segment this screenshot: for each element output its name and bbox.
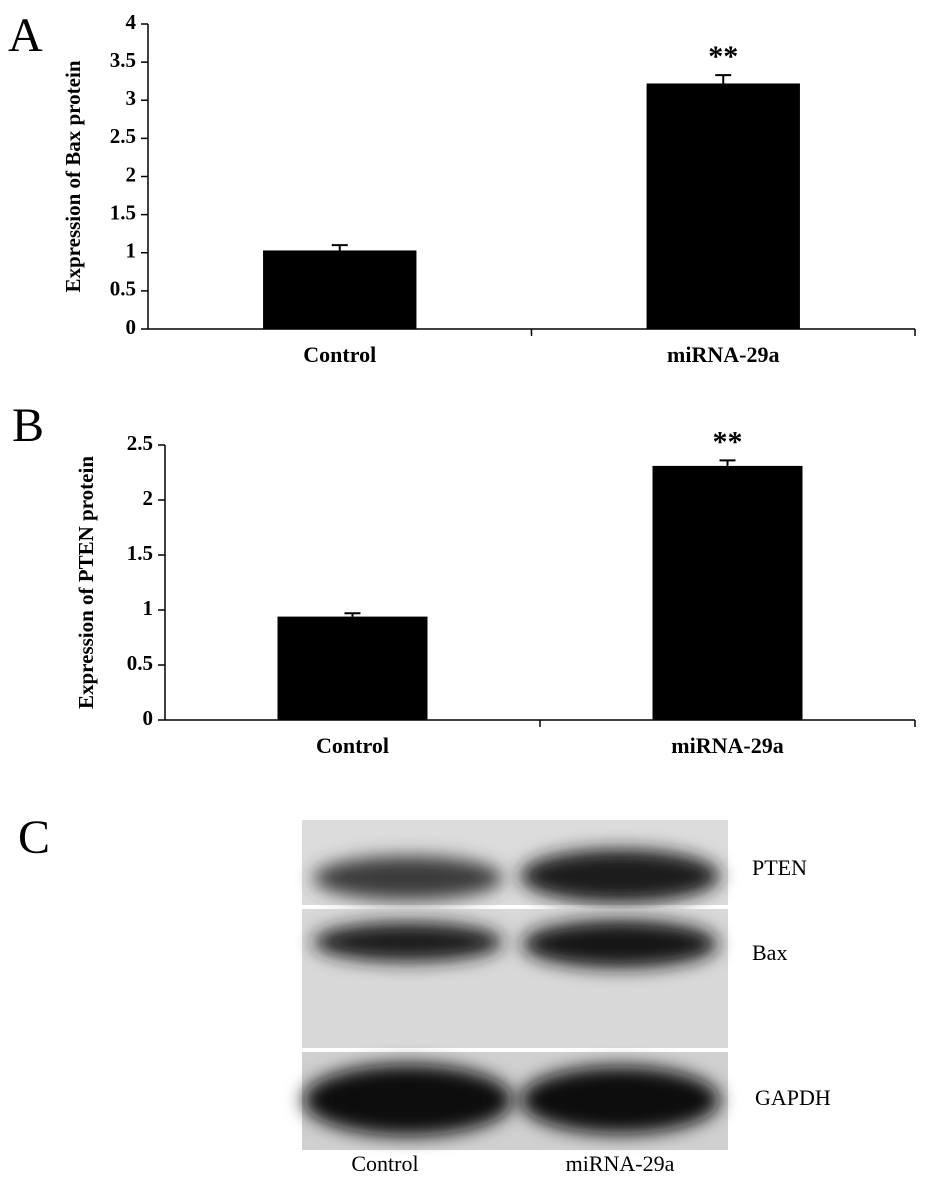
bar bbox=[277, 616, 428, 720]
bar bbox=[652, 465, 803, 720]
y-tick-label: 0 bbox=[126, 315, 137, 339]
y-tick-label: 2 bbox=[126, 162, 137, 186]
protein-label: PTEN bbox=[752, 855, 807, 880]
y-tick-label: 3.5 bbox=[110, 48, 136, 72]
blot-band bbox=[520, 1066, 720, 1134]
protein-label: Bax bbox=[752, 940, 787, 965]
error-bar bbox=[331, 244, 348, 251]
y-tick-label: 0.5 bbox=[110, 277, 136, 301]
charts: A Expression of Bax protein 0 0.5 1 1.5 2 2.5 3 3… bbox=[8, 9, 916, 758]
error-bar bbox=[715, 74, 732, 84]
y-axis-label: Expression of Bax protein bbox=[61, 60, 85, 292]
error-bar bbox=[719, 459, 736, 466]
y-tick-label: 3 bbox=[126, 86, 137, 110]
y-tick-label: 2 bbox=[143, 486, 154, 510]
y-tick-label: 0.5 bbox=[127, 651, 153, 675]
lane-label: Control bbox=[351, 1151, 418, 1176]
significance-label: ** bbox=[708, 40, 738, 73]
y-tick-label: 0 bbox=[143, 706, 154, 730]
y-tick-label: 2.5 bbox=[127, 431, 153, 455]
significance-label: ** bbox=[713, 425, 743, 458]
protein-label: GAPDH bbox=[755, 1085, 831, 1110]
bar bbox=[263, 250, 417, 329]
y-tick-label: 1.5 bbox=[110, 200, 136, 224]
y-tick-label: 1.5 bbox=[127, 541, 153, 565]
panel-label: B bbox=[12, 399, 44, 452]
x-tick-label: miRNA-29a bbox=[671, 733, 783, 758]
blot-band bbox=[303, 1064, 513, 1136]
x-tick-label: Control bbox=[303, 342, 376, 367]
lane-label: miRNA-29a bbox=[566, 1151, 675, 1176]
bar bbox=[646, 83, 800, 329]
blot-band bbox=[522, 920, 718, 968]
blot-band bbox=[520, 849, 720, 903]
western-blot: C PTEN Bax GAPDH Control miRNA-29a bbox=[18, 811, 831, 1176]
x-tick-label: miRNA-29a bbox=[667, 342, 779, 367]
y-tick-label: 1 bbox=[126, 239, 137, 263]
y-tick-label: 2.5 bbox=[110, 124, 136, 148]
blot-band bbox=[313, 922, 503, 962]
y-tick-label: 1 bbox=[143, 596, 154, 620]
y-axis-label: Expression of PTEN protein bbox=[74, 456, 98, 709]
panel-label: A bbox=[8, 9, 43, 62]
x-tick-label: Control bbox=[316, 733, 389, 758]
error-bar bbox=[344, 612, 361, 617]
panel-label: C bbox=[18, 811, 50, 864]
blot-band bbox=[313, 856, 503, 900]
y-tick-label: 4 bbox=[126, 10, 137, 34]
